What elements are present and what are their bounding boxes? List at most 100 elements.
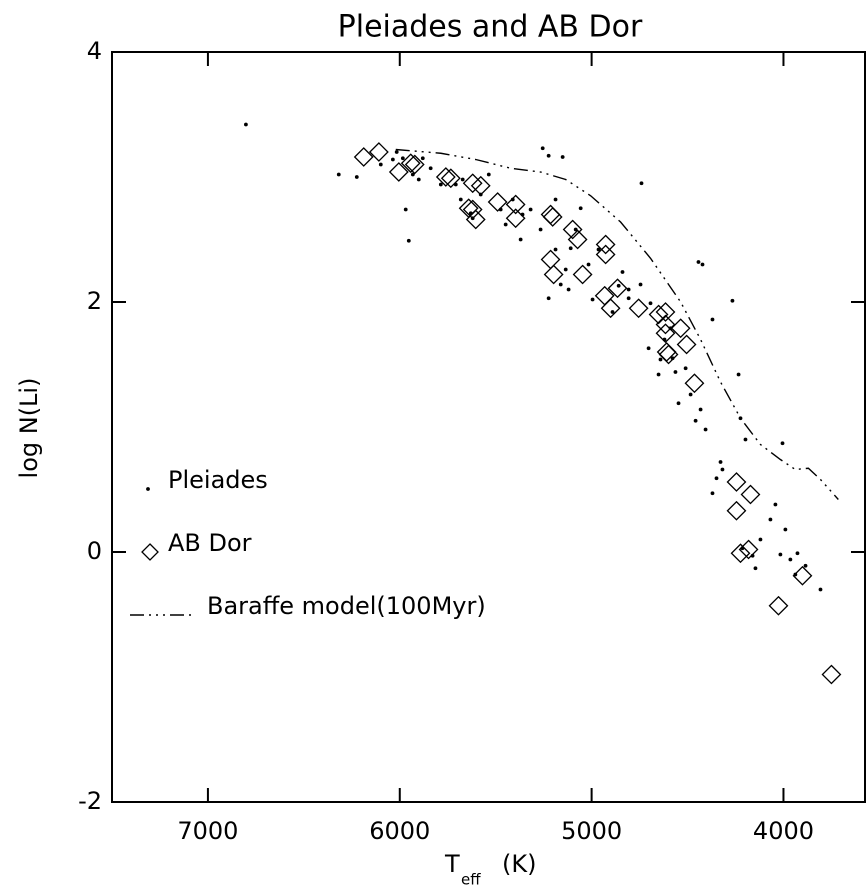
point	[404, 154, 425, 175]
point	[528, 207, 533, 212]
point	[438, 182, 443, 187]
point	[648, 304, 669, 325]
point	[505, 194, 526, 215]
point	[553, 197, 558, 202]
point	[648, 301, 653, 306]
legend-label: Baraffe model(100Myr)	[207, 592, 486, 620]
point	[818, 587, 823, 592]
y-tick-label: 4	[87, 37, 102, 65]
series	[395, 148, 839, 500]
point	[738, 539, 759, 560]
point	[400, 153, 421, 174]
point	[656, 372, 661, 377]
plot-frame	[111, 51, 866, 803]
point	[462, 199, 483, 220]
point	[590, 297, 595, 302]
point	[758, 537, 763, 542]
point	[394, 150, 399, 154]
point	[505, 208, 526, 229]
point	[420, 156, 425, 161]
point	[470, 175, 491, 196]
point	[670, 318, 691, 339]
point	[336, 172, 341, 177]
point	[578, 206, 583, 211]
point	[486, 172, 491, 177]
point	[655, 314, 676, 335]
point	[518, 237, 523, 242]
point	[676, 334, 697, 355]
point	[458, 197, 463, 202]
point	[586, 262, 591, 267]
point	[563, 267, 568, 272]
point	[465, 209, 486, 230]
point	[572, 264, 593, 285]
point	[354, 175, 359, 179]
legend-label: AB Dor	[168, 529, 252, 557]
y-axis-label: log N(Li)	[15, 378, 43, 479]
point	[594, 285, 615, 306]
point	[558, 282, 563, 287]
point	[626, 287, 631, 292]
point	[768, 595, 789, 616]
point	[684, 373, 705, 394]
point	[693, 418, 698, 423]
point	[673, 370, 678, 374]
point	[743, 437, 748, 442]
point	[683, 366, 688, 371]
point	[639, 181, 644, 186]
point	[406, 238, 411, 243]
point	[696, 260, 701, 264]
point	[616, 283, 621, 288]
point	[730, 543, 751, 564]
point	[698, 407, 703, 412]
point	[462, 173, 483, 194]
point	[428, 166, 433, 171]
point	[740, 484, 761, 505]
x-axis-label: T	[444, 850, 460, 878]
point	[718, 460, 723, 464]
point	[596, 247, 601, 252]
point	[792, 565, 813, 586]
x-axis-label-unit: (K)	[502, 850, 536, 878]
point	[753, 566, 758, 571]
point	[821, 664, 842, 685]
point	[736, 372, 741, 377]
point	[400, 156, 405, 161]
point	[573, 227, 578, 232]
point	[795, 551, 800, 556]
point	[403, 207, 408, 212]
point	[714, 476, 719, 481]
point	[607, 278, 628, 299]
point	[730, 298, 735, 303]
x-axis-label-sub: eff	[461, 871, 481, 889]
point	[595, 234, 616, 255]
point	[568, 246, 573, 251]
point	[503, 222, 508, 227]
point	[726, 500, 747, 521]
point	[658, 357, 663, 362]
point	[773, 502, 778, 507]
point	[610, 310, 615, 314]
point	[353, 147, 374, 167]
point	[388, 162, 409, 182]
point	[726, 472, 747, 492]
point	[628, 298, 649, 319]
point	[803, 563, 808, 568]
point	[710, 491, 715, 496]
point	[710, 317, 715, 322]
point	[560, 155, 565, 159]
legend-swatch	[146, 487, 150, 491]
point	[542, 207, 563, 227]
chart-title: Pleiades and AB Dor	[338, 10, 643, 45]
point	[626, 296, 631, 301]
x-tick-label: 6000	[369, 817, 430, 845]
point	[676, 401, 681, 406]
point	[620, 270, 625, 274]
point	[546, 296, 551, 301]
point	[378, 162, 383, 167]
point	[562, 219, 583, 240]
x-tick-label: 5000	[561, 817, 622, 845]
point	[646, 346, 651, 351]
legend: Pleiades AB Dor Baraffe model(100Myr)	[130, 466, 486, 620]
point	[390, 157, 395, 162]
